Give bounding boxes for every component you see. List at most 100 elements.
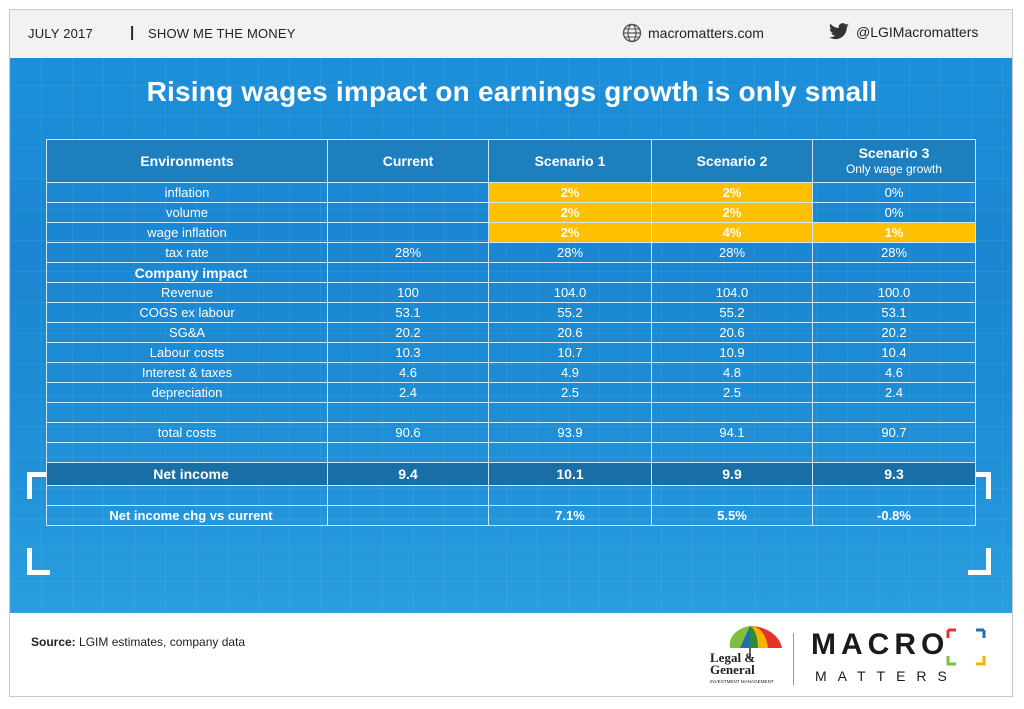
- earnings-table: Environments Current Scenario 1 Scenario…: [46, 139, 976, 526]
- cell-scenario-2: 104.0: [651, 282, 813, 303]
- cell-scenario-1: 2.5: [488, 382, 652, 403]
- row-label: Revenue: [46, 282, 328, 303]
- twitter-link[interactable]: @LGIMacromatters: [828, 23, 978, 41]
- header-scenario-3: Scenario 3 Only wage growth: [812, 139, 976, 183]
- cell-current: [327, 182, 489, 203]
- cell-scenario-1: 104.0: [488, 282, 652, 303]
- row-label: Interest & taxes: [46, 362, 328, 383]
- row-label: inflation: [46, 182, 328, 203]
- cell-scenario-3: 0%: [812, 202, 976, 223]
- cell-scenario-3: -0.8%: [812, 505, 976, 526]
- row-label: wage inflation: [46, 222, 328, 243]
- cell-scenario-2: 9.9: [651, 462, 813, 486]
- cell-scenario-3: 0%: [812, 182, 976, 203]
- twitter-handle: @LGIMacromatters: [856, 24, 979, 40]
- cell-current: [327, 222, 489, 243]
- bracket-bottom-left: [27, 548, 50, 575]
- source-note: Source: LGIM estimates, company data: [31, 635, 245, 649]
- cell-scenario-2: 2.5: [651, 382, 813, 403]
- row-label: SG&A: [46, 322, 328, 343]
- cell-scenario-3: 100.0: [812, 282, 976, 303]
- cell-current: 4.6: [327, 362, 489, 383]
- source-text: LGIM estimates, company data: [75, 635, 246, 649]
- header-environments: Environments: [46, 139, 328, 183]
- cell-scenario-3: 20.2: [812, 322, 976, 343]
- header-current: Current: [327, 139, 489, 183]
- svg-text:Legal &: Legal &: [710, 650, 755, 665]
- header-scenario-3-subtitle: Only wage growth: [845, 162, 943, 176]
- cell-scenario-1: 2%: [488, 182, 652, 203]
- spacer-row: [46, 402, 976, 423]
- row-label: COGS ex labour: [46, 302, 328, 323]
- svg-text:INVESTMENT MANAGEMENT: INVESTMENT MANAGEMENT: [710, 679, 774, 684]
- section-label: SHOW ME THE MONEY: [148, 26, 296, 41]
- legal-general-logo: Legal & General INVESTMENT MANAGEMENT: [708, 622, 788, 686]
- header-separator: |: [130, 24, 135, 41]
- cell-scenario-1: 7.1%: [488, 505, 652, 526]
- cell-scenario-3: 10.4: [812, 342, 976, 363]
- header-scenario-1: Scenario 1: [488, 139, 652, 183]
- cell-current: [327, 202, 489, 223]
- table-row: depreciation 2.4 2.5 2.5 2.4: [46, 382, 976, 403]
- logo-divider: [793, 633, 794, 685]
- cell-scenario-3: 90.7: [812, 422, 976, 443]
- section-row-company-impact: Company impact: [46, 262, 976, 283]
- cell-scenario-1: 20.6: [488, 322, 652, 343]
- cell-scenario-3: 9.3: [812, 462, 976, 486]
- table-row: SG&A 20.2 20.6 20.6 20.2: [46, 322, 976, 343]
- cell-current: 28%: [327, 242, 489, 263]
- globe-brand-icon: [946, 628, 986, 666]
- cell-scenario-1: 2%: [488, 202, 652, 223]
- cell-scenario-2: 94.1: [651, 422, 813, 443]
- cell-scenario-1: 10.1: [488, 462, 652, 486]
- table-row: Interest & taxes 4.6 4.9 4.8 4.6: [46, 362, 976, 383]
- bracket-bottom-right: [968, 548, 991, 575]
- table-row: COGS ex labour 53.1 55.2 55.2 53.1: [46, 302, 976, 323]
- cell-scenario-2: 4%: [651, 222, 813, 243]
- row-label: tax rate: [46, 242, 328, 263]
- umbrella-icon: Legal & General INVESTMENT MANAGEMENT: [710, 626, 782, 684]
- cell-scenario-2: 2%: [651, 202, 813, 223]
- cell-current: [327, 505, 489, 526]
- bracket-top-left: [27, 472, 50, 499]
- date-label: JULY 2017: [28, 26, 93, 41]
- cell-scenario-1: 4.9: [488, 362, 652, 383]
- website-link[interactable]: macromatters.com: [622, 23, 764, 43]
- cell-current: 90.6: [327, 422, 489, 443]
- brand-matters: MATTERS: [815, 668, 958, 684]
- table-row-net-income: Net income 9.4 10.1 9.9 9.3: [46, 462, 976, 486]
- cell-current: 2.4: [327, 382, 489, 403]
- table-row: volume 2% 2% 0%: [46, 202, 976, 223]
- header-scenario-2: Scenario 2: [651, 139, 813, 183]
- cell-scenario-3: 2.4: [812, 382, 976, 403]
- cell-scenario-2: 28%: [651, 242, 813, 263]
- cell-current: 10.3: [327, 342, 489, 363]
- cell-current: 53.1: [327, 302, 489, 323]
- cell-scenario-2: 5.5%: [651, 505, 813, 526]
- cell-current: 100: [327, 282, 489, 303]
- row-label: Net income chg vs current: [46, 505, 328, 526]
- table-row: inflation 2% 2% 0%: [46, 182, 976, 203]
- cell-scenario-3: 4.6: [812, 362, 976, 383]
- cell-scenario-2: 2%: [651, 182, 813, 203]
- website-text: macromatters.com: [648, 25, 764, 41]
- cell-scenario-2: 4.8: [651, 362, 813, 383]
- table-row: tax rate 28% 28% 28% 28%: [46, 242, 976, 263]
- cell-current: 9.4: [327, 462, 489, 486]
- spacer-row: [46, 485, 976, 506]
- top-header: JULY 2017 | SHOW ME THE MONEY macromatte…: [10, 10, 1012, 58]
- source-label: Source:: [31, 635, 76, 649]
- header-scenario-3-title: Scenario 3: [858, 145, 930, 161]
- row-label: Net income: [46, 462, 328, 486]
- cell-scenario-1: 28%: [488, 242, 652, 263]
- page-title: Rising wages impact on earnings growth i…: [146, 76, 878, 107]
- table-header-row: Environments Current Scenario 1 Scenario…: [46, 139, 976, 183]
- brand-macro: MACRO: [811, 628, 950, 661]
- spacer-row: [46, 442, 976, 463]
- row-label: volume: [46, 202, 328, 223]
- table-row: Labour costs 10.3 10.7 10.9 10.4: [46, 342, 976, 363]
- cell-current: 20.2: [327, 322, 489, 343]
- cell-scenario-3: 28%: [812, 242, 976, 263]
- svg-text:General: General: [710, 662, 755, 677]
- row-label: depreciation: [46, 382, 328, 403]
